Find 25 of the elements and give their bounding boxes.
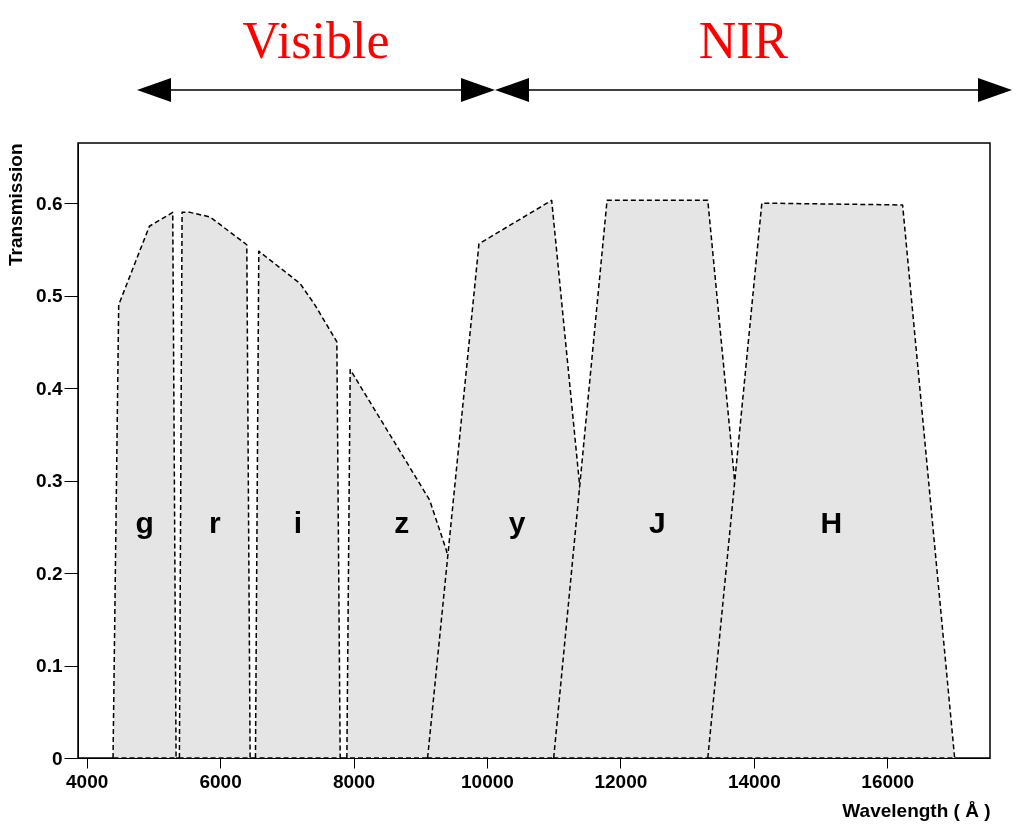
y-tick-label: 0.3: [36, 470, 63, 492]
x-tick-label: 12000: [594, 770, 648, 792]
y-tick-label: 0.4: [36, 377, 63, 399]
x-tick-label: 4000: [66, 770, 109, 792]
x-tick-label: 16000: [861, 770, 915, 792]
y-tick-label: 0.1: [36, 655, 63, 677]
y-tick-label: 0: [51, 747, 63, 769]
text: Visible: [242, 12, 390, 69]
series-label: r: [208, 506, 221, 540]
y-axis-title: Transmission: [5, 143, 27, 266]
text: NIR: [698, 12, 789, 69]
series-label: g: [135, 506, 154, 540]
series-label: i: [293, 506, 302, 540]
series-label: z: [394, 506, 410, 540]
series-label: H: [820, 506, 843, 540]
x-tick-label: 14000: [727, 770, 781, 792]
series-label: y: [508, 506, 526, 540]
y-tick-label: 0.6: [36, 192, 63, 214]
series-label: J: [649, 506, 666, 540]
y-tick-label: 0.2: [36, 562, 63, 584]
y-tick-label: 0.5: [36, 285, 63, 307]
x-tick-label: 8000: [332, 770, 376, 792]
x-axis-title: Wavelength ( Å ): [842, 799, 991, 821]
x-tick-label: 6000: [199, 770, 242, 792]
x-tick-label: 10000: [461, 770, 514, 792]
